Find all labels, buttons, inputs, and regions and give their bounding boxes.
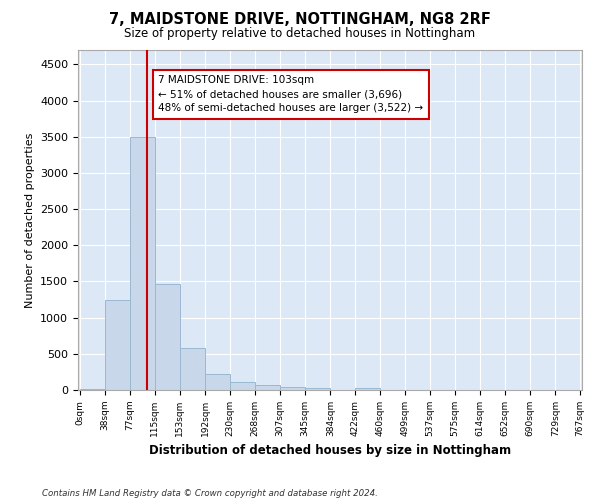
Bar bbox=[155, 284, 179, 390]
Bar bbox=[355, 388, 380, 390]
X-axis label: Distribution of detached houses by size in Nottingham: Distribution of detached houses by size … bbox=[149, 444, 511, 458]
Bar bbox=[130, 137, 155, 390]
Bar bbox=[205, 374, 230, 390]
Bar bbox=[230, 382, 254, 390]
Text: 7 MAIDSTONE DRIVE: 103sqm
← 51% of detached houses are smaller (3,696)
48% of se: 7 MAIDSTONE DRIVE: 103sqm ← 51% of detac… bbox=[158, 76, 424, 114]
Text: 7, MAIDSTONE DRIVE, NOTTINGHAM, NG8 2RF: 7, MAIDSTONE DRIVE, NOTTINGHAM, NG8 2RF bbox=[109, 12, 491, 28]
Text: Size of property relative to detached houses in Nottingham: Size of property relative to detached ho… bbox=[124, 28, 476, 40]
Bar bbox=[280, 386, 305, 390]
Bar bbox=[105, 300, 130, 390]
Bar bbox=[180, 348, 205, 390]
Y-axis label: Number of detached properties: Number of detached properties bbox=[25, 132, 35, 308]
Text: Contains HM Land Registry data © Crown copyright and database right 2024.: Contains HM Land Registry data © Crown c… bbox=[42, 488, 378, 498]
Bar bbox=[80, 388, 104, 390]
Bar bbox=[305, 388, 330, 390]
Bar bbox=[255, 384, 280, 390]
